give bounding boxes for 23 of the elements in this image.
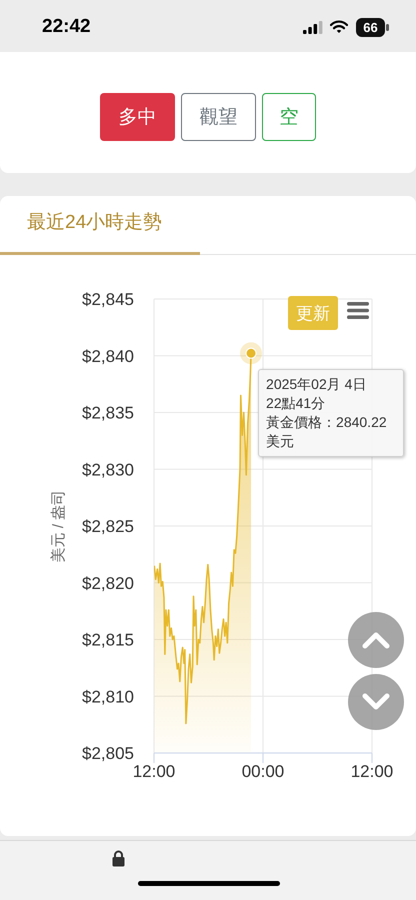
text: 22:42	[42, 16, 91, 37]
annotation: 更新	[296, 304, 330, 322]
x-tick-label: 12:00	[132, 762, 176, 782]
y-tick-label: $2,815	[82, 630, 134, 650]
y-tick-label: $2,840	[82, 346, 134, 366]
y-tick-label: $2,825	[82, 517, 134, 536]
chart-title: 最近24小時走勢	[27, 212, 162, 233]
y-axis-title: 美元 / 盎司	[50, 490, 66, 562]
menu-icon[interactable]	[347, 302, 369, 319]
y-tick-label: $2,805	[82, 744, 134, 764]
button[interactable]: 多中	[100, 93, 175, 141]
x-tick-label: 00:00	[242, 762, 284, 782]
y-tick-label: $2,820	[82, 574, 134, 593]
y-tick-label: $2,835	[82, 404, 134, 423]
button[interactable]: 空	[262, 93, 316, 141]
x-tick-label: 12:00	[350, 762, 394, 782]
annotation: 黃金價格：2840.22 美元	[266, 414, 387, 450]
button[interactable]: 觀望	[181, 93, 256, 141]
tooltip-box: 2025年02月 4日 22點41分 黃金價格：2840.22 美元	[258, 369, 404, 458]
y-tick-label: $2,830	[82, 460, 134, 480]
y-tick-label: $2,845	[82, 290, 134, 310]
y-tick-label: $2,810	[82, 687, 134, 706]
annotation: 2025年02月 4日 22點41分	[266, 376, 366, 412]
